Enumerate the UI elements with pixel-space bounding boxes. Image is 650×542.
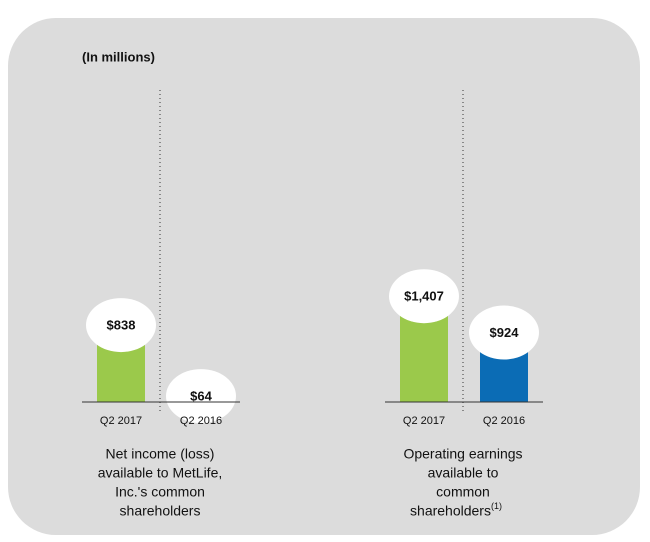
label-bubble (469, 305, 539, 360)
units-label: (In millions) (82, 49, 155, 64)
panel-title: shareholders (120, 503, 201, 519)
x-tick-label: Q2 2016 (483, 415, 525, 427)
value-label: $64 (190, 389, 212, 404)
panel-title: available to (428, 465, 499, 481)
value-label: $924 (490, 325, 520, 340)
label-bubble (166, 369, 236, 424)
panel-title: Inc.'s common (115, 484, 205, 500)
panel-title: available to MetLife, (98, 465, 223, 481)
x-tick-label: Q2 2016 (180, 415, 222, 427)
panel-title: shareholders(1) (410, 501, 502, 518)
panel-title: Net income (loss) (106, 446, 215, 462)
panel-title: common (436, 484, 490, 500)
label-bubble (86, 298, 156, 353)
x-tick-label: Q2 2017 (403, 415, 445, 427)
value-label: $1,407 (404, 289, 444, 304)
background-panel (8, 18, 640, 535)
x-tick-label: Q2 2017 (100, 415, 142, 427)
footnote-marker: (1) (491, 501, 502, 511)
panel-title: Operating earnings (403, 446, 522, 462)
value-label: $838 (107, 318, 136, 333)
label-bubble (389, 269, 459, 324)
